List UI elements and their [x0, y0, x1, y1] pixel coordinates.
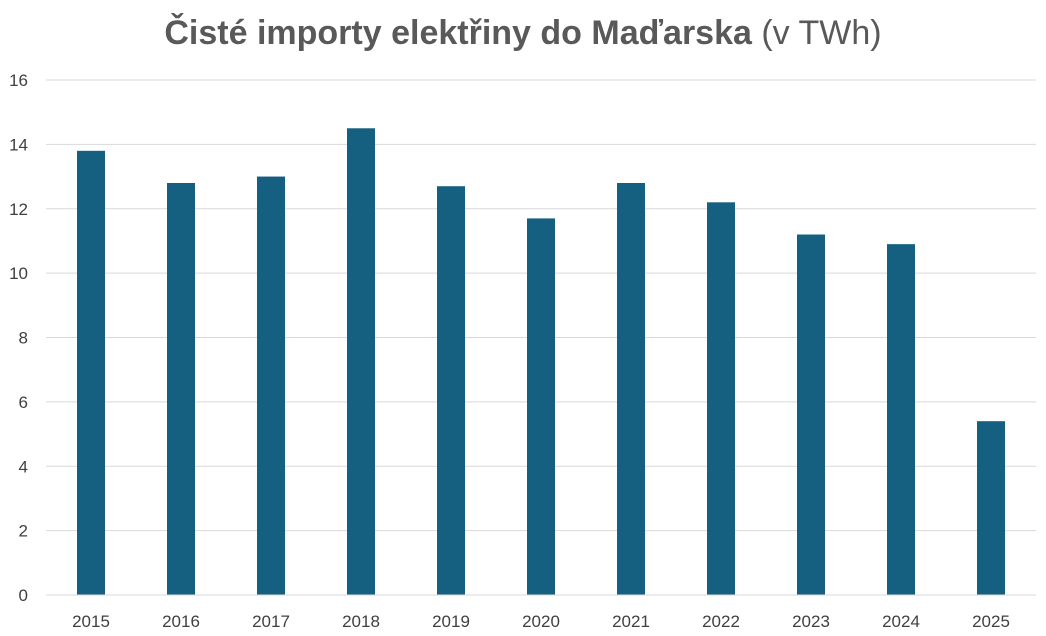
bar-2025: [977, 421, 1005, 595]
x-tick-label-2022: 2022: [702, 612, 740, 631]
x-tick-label-2018: 2018: [342, 612, 380, 631]
x-tick-label-2020: 2020: [522, 612, 560, 631]
x-tick-label-2016: 2016: [162, 612, 200, 631]
bar-2017: [257, 176, 285, 595]
y-tick-label-2: 2: [19, 522, 28, 541]
x-tick-label-2024: 2024: [882, 612, 920, 631]
y-tick-label-14: 14: [9, 135, 28, 154]
x-axis: 2015 2016 2017 2018 2019 2020 2021 2022 2023 2024…: [46, 594, 1036, 631]
y-tick-label-0: 0: [19, 586, 28, 605]
bar-2022: [707, 202, 735, 595]
x-tick-label-2017: 2017: [252, 612, 290, 631]
y-tick-label-12: 12: [9, 200, 28, 219]
chart-title-main: Čisté importy elektřiny do Maďarska: [164, 14, 752, 52]
y-tick-label-10: 10: [9, 264, 28, 283]
y-tick-label-16: 16: [9, 71, 28, 90]
bar-2015: [77, 150, 105, 595]
bar-2023: [797, 234, 825, 595]
y-tick-label-4: 4: [19, 457, 28, 476]
x-tick-label-2025: 2025: [972, 612, 1010, 631]
x-tick-label-2019: 2019: [432, 612, 470, 631]
chart-title: Čisté importy elektřiny do Maďarska (v T…: [0, 10, 1046, 56]
y-axis: 0 2 4 6 8 10 12 14 16: [9, 71, 28, 605]
chart-title-unit: (v TWh): [761, 14, 882, 52]
bar-2021: [617, 183, 645, 595]
bar-2020: [527, 218, 555, 595]
y-tick-label-6: 6: [19, 393, 28, 412]
bars: [77, 128, 1005, 595]
bar-2019: [437, 186, 465, 595]
x-tick-label-2023: 2023: [792, 612, 830, 631]
x-tick-label-2021: 2021: [612, 612, 650, 631]
bar-2016: [167, 183, 195, 595]
bar-2018: [347, 128, 375, 595]
x-tick-label-2015: 2015: [72, 612, 110, 631]
y-tick-label-8: 8: [19, 329, 28, 348]
bar-2024: [887, 244, 915, 595]
